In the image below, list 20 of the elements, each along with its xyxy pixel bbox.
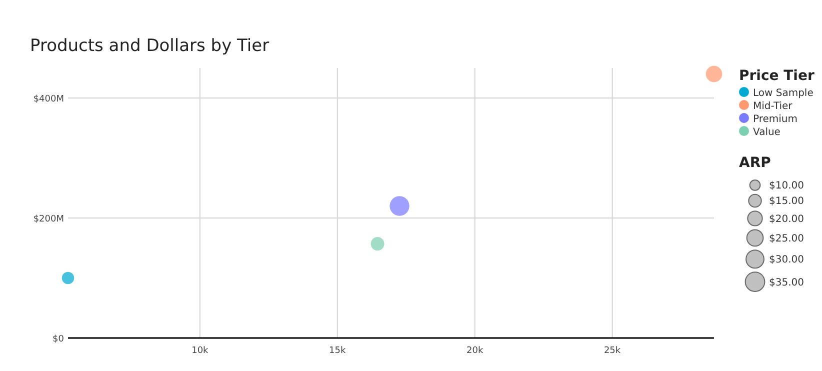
legend-label: $35.00 — [769, 277, 804, 288]
text: ARP — [739, 155, 771, 171]
legend-label: $20.00 — [769, 214, 804, 225]
legend-label: Mid-Tier — [753, 101, 794, 112]
legend-label: $10.00 — [769, 180, 804, 192]
legend-title: Price Tier — [739, 68, 814, 84]
y-tick-label: $400M — [33, 94, 64, 104]
y-tick-label: $200M — [33, 214, 64, 224]
x-tick-label: 10k — [192, 346, 210, 356]
legend-label: $15.00 — [769, 196, 804, 208]
legend-label: $30.00 — [769, 254, 804, 266]
chart-title: Products and Dollars by Tier — [30, 36, 270, 56]
legend-label: Premium — [753, 114, 798, 125]
x-tick-label: 25k — [604, 346, 622, 356]
y-tick-label: $0 — [52, 334, 64, 344]
legend-label: $25.00 — [769, 233, 804, 244]
x-tick-label: 15k — [329, 346, 347, 356]
x-tick-label: 20k — [466, 346, 484, 356]
legend-label: Value — [753, 127, 780, 138]
legend-label: Low Sample — [753, 88, 814, 99]
